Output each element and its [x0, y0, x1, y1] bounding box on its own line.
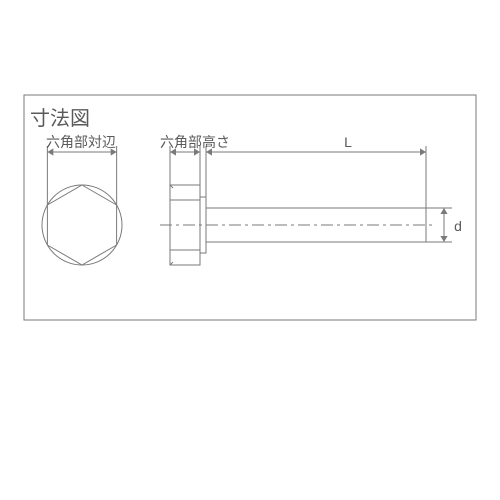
diagram-title: 寸法図	[30, 102, 90, 131]
label-diameter-d: d	[448, 218, 468, 234]
label-length-l: L	[338, 134, 358, 150]
diagram-canvas: 寸法図 六角部対辺 六角部高さ L d	[0, 0, 500, 500]
label-hex-height: 六角部高さ	[150, 132, 240, 152]
label-hex-across-flats: 六角部対辺	[36, 132, 126, 152]
diagram-svg	[0, 0, 500, 500]
